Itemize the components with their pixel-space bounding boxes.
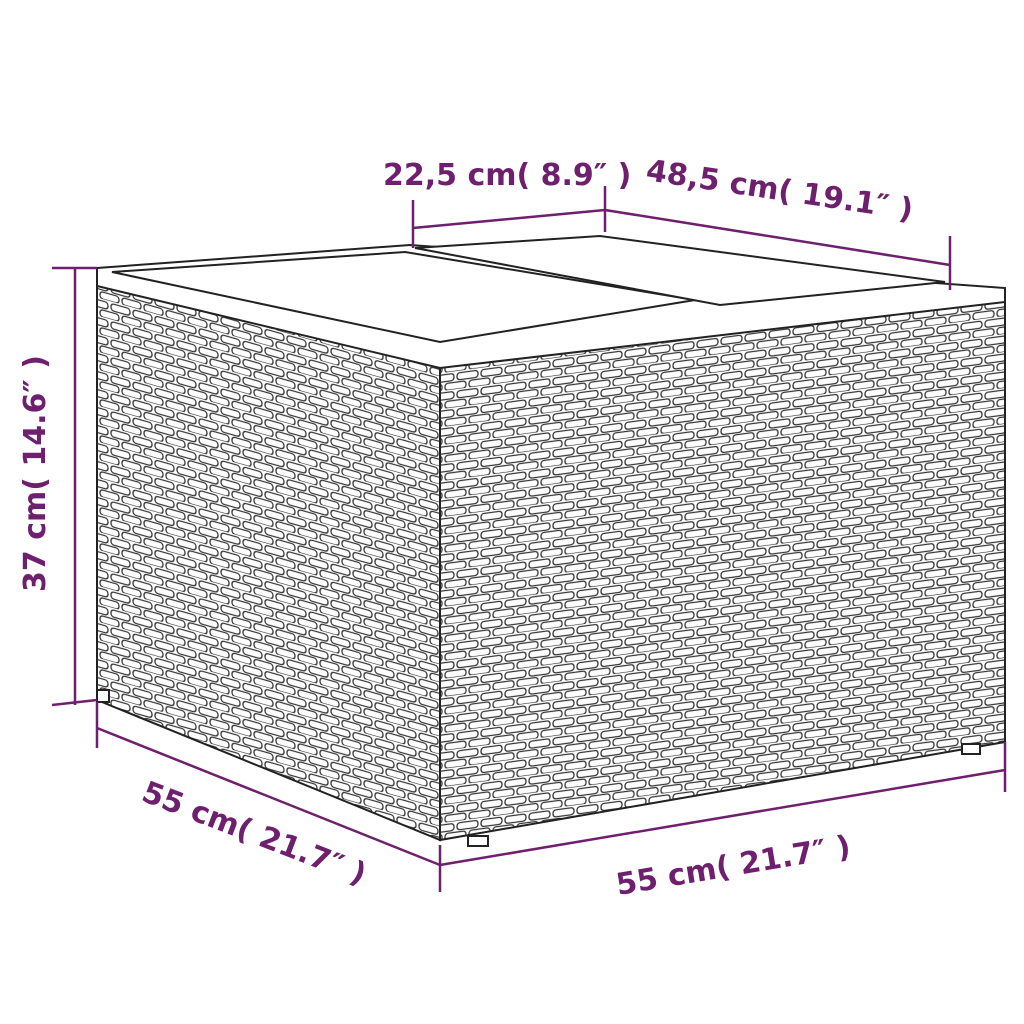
bottom-right-label: 55 cm( 21.7″ ): [614, 829, 853, 903]
height-label: 37 cm( 14.6″ ): [18, 355, 53, 592]
right-face: [439, 298, 1006, 842]
wicker-box: [96, 234, 1006, 847]
dimension-lines: [51, 186, 1007, 892]
top-depth-label: 48,5 cm( 19.1″ ): [644, 153, 915, 227]
glass-top-right-panel: [414, 234, 946, 307]
foot: [96, 689, 110, 703]
foot: [467, 835, 489, 847]
top-width-label: 22,5 cm( 8.9″ ): [383, 158, 631, 193]
foot: [961, 743, 981, 755]
left-face: [96, 283, 441, 842]
